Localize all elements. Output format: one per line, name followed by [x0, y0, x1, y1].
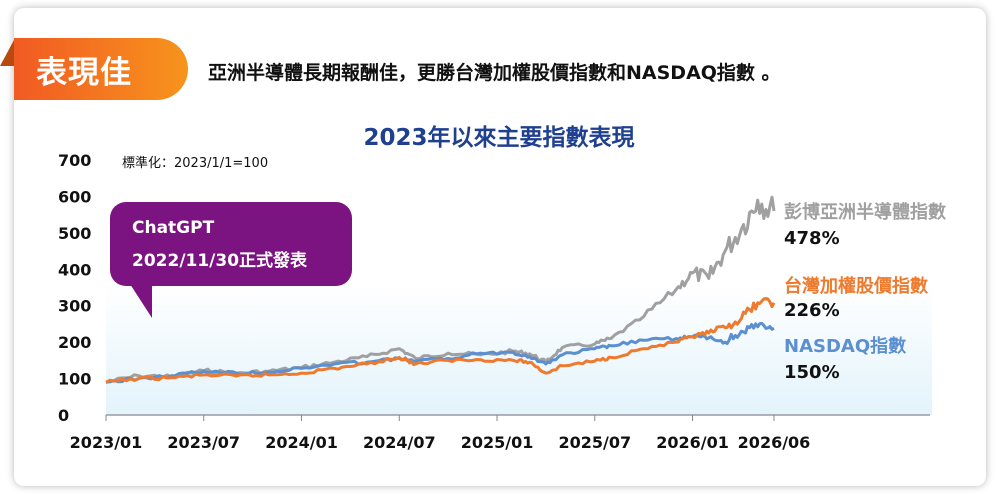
- x-tick-label: 2026/06: [738, 433, 811, 452]
- callout-tail: [130, 284, 152, 318]
- x-tick-label: 2024/01: [265, 433, 338, 452]
- headline: 亞洲半導體長期報酬佳，更勝台灣加權股價指數和NASDAQ指數 。: [208, 62, 781, 84]
- normalization-note: 標準化：2023/1/1=100: [122, 156, 269, 171]
- series-return-nasdaq: 150%: [784, 362, 840, 383]
- x-tick-label: 2024/07: [363, 433, 436, 452]
- x-tick-label: 2025/07: [558, 433, 631, 452]
- x-tick-label: 2023/01: [70, 433, 143, 452]
- y-tick-label: 0: [58, 406, 69, 425]
- series-line-taiex: [105, 296, 776, 384]
- x-tick-label: 2023/07: [167, 433, 240, 452]
- performance-tag: 表現佳: [14, 38, 188, 100]
- series-label-nasdaq: NASDAQ指數: [784, 336, 907, 357]
- x-tick-label: 2026/01: [656, 433, 729, 452]
- chatgpt-callout: ChatGPT 2022/11/30正式發表: [110, 202, 352, 286]
- plot-background: [106, 285, 932, 415]
- ribbon-fold: [0, 40, 14, 66]
- y-tick-label: 500: [58, 224, 91, 243]
- chart-title: 2023年以來主要指數表現: [363, 125, 635, 151]
- x-tick-label: 2025/01: [461, 433, 534, 452]
- callout-line2: 2022/11/30正式發表: [132, 251, 308, 271]
- y-tick-label: 100: [58, 370, 91, 389]
- series-return-semis: 478%: [784, 228, 840, 249]
- y-tick-label: 700: [58, 151, 91, 170]
- y-tick-label: 400: [58, 260, 91, 279]
- y-tick-label: 300: [58, 297, 91, 316]
- y-tick-label: 200: [58, 333, 91, 352]
- y-tick-label: 600: [58, 187, 91, 206]
- series-return-taiex: 226%: [784, 300, 840, 321]
- callout-line1: ChatGPT: [132, 218, 215, 238]
- series-label-taiex: 台灣加權股價指數: [784, 276, 928, 297]
- tag-label: 表現佳: [36, 54, 132, 91]
- series-label-semis: 彭博亞洲半導體指數: [784, 202, 946, 223]
